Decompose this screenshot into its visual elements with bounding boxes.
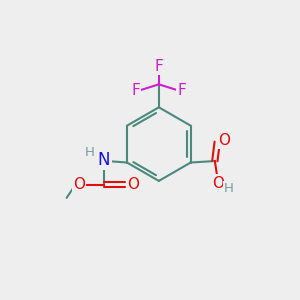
Text: H: H: [85, 146, 95, 159]
Text: F: F: [131, 83, 140, 98]
Text: O: O: [212, 176, 224, 190]
Text: O: O: [218, 133, 230, 148]
Text: N: N: [98, 151, 110, 169]
Text: H: H: [224, 182, 234, 195]
Text: O: O: [128, 176, 140, 191]
Text: O: O: [73, 176, 85, 191]
Text: F: F: [177, 83, 186, 98]
Text: F: F: [154, 58, 163, 74]
